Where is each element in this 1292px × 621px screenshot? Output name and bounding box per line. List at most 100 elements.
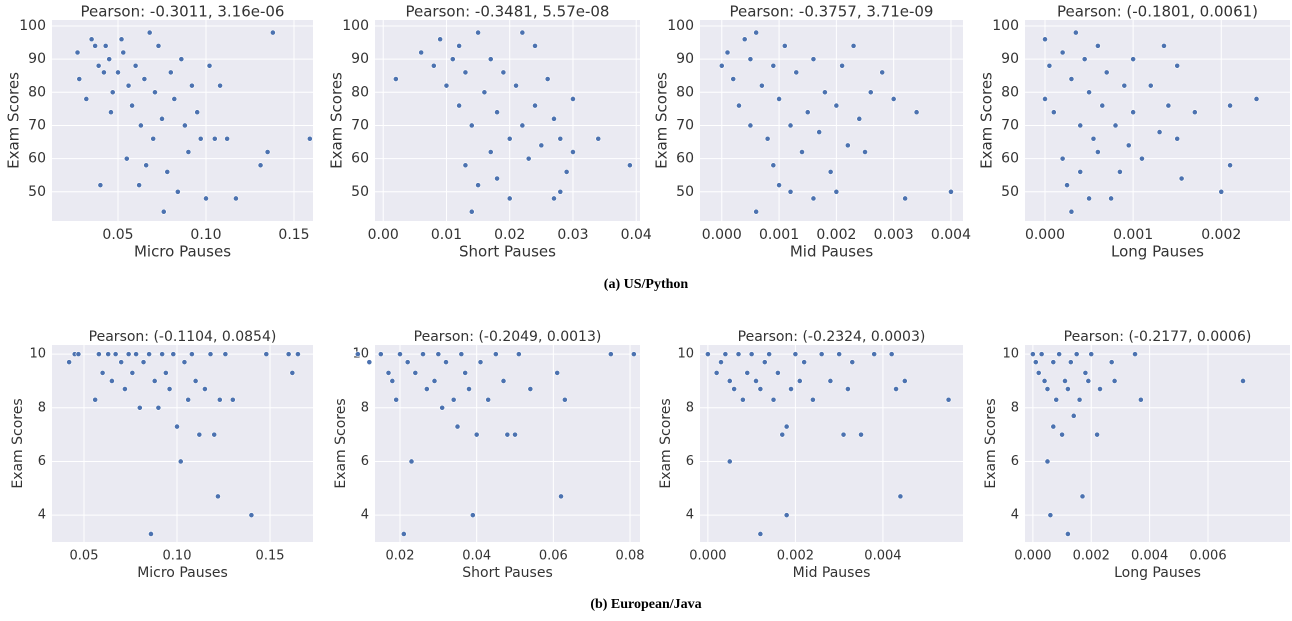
point bbox=[595, 135, 602, 142]
x-axis-label: Mid Pauses bbox=[790, 243, 874, 261]
point bbox=[527, 386, 534, 392]
point bbox=[66, 359, 73, 366]
x-tick-label: 0.05 bbox=[70, 549, 99, 564]
point bbox=[730, 76, 737, 82]
point bbox=[736, 102, 742, 109]
point bbox=[88, 36, 95, 43]
point bbox=[450, 396, 457, 403]
y-tick-label: 80 bbox=[676, 84, 694, 100]
point bbox=[1050, 359, 1057, 366]
point bbox=[1059, 431, 1065, 438]
x-tick-label: 0.04 bbox=[621, 227, 652, 243]
point bbox=[1099, 102, 1106, 109]
panel: Pearson: (-0.2324, 0.0003) 0.000 0.002 0.00… bbox=[658, 329, 963, 581]
point bbox=[155, 42, 162, 49]
point bbox=[171, 96, 178, 102]
point bbox=[217, 82, 223, 89]
point bbox=[211, 431, 218, 438]
point bbox=[557, 135, 564, 142]
point bbox=[844, 142, 851, 149]
plot-area bbox=[1025, 345, 1290, 542]
x-tick-label: 0.01 bbox=[431, 227, 462, 243]
x-axis-label: Micro Pauses bbox=[134, 243, 231, 261]
point bbox=[519, 122, 526, 129]
point bbox=[867, 89, 874, 96]
point bbox=[141, 76, 148, 82]
y-tick-label: 70 bbox=[351, 117, 369, 133]
y-tick-label: 8 bbox=[38, 400, 46, 415]
point bbox=[167, 69, 174, 76]
point bbox=[781, 42, 788, 49]
point bbox=[776, 182, 782, 189]
point bbox=[146, 29, 153, 36]
point bbox=[1108, 359, 1115, 366]
point bbox=[477, 359, 484, 366]
point bbox=[1147, 82, 1154, 89]
point bbox=[143, 162, 150, 169]
point bbox=[753, 378, 759, 384]
point bbox=[123, 155, 130, 162]
plot-area bbox=[700, 345, 963, 542]
point bbox=[557, 188, 564, 195]
point bbox=[1227, 162, 1233, 169]
point bbox=[181, 122, 188, 129]
point bbox=[120, 49, 127, 56]
point bbox=[741, 36, 748, 43]
point bbox=[558, 493, 564, 500]
point bbox=[140, 359, 147, 366]
point bbox=[1050, 423, 1057, 430]
point bbox=[430, 62, 437, 69]
point bbox=[1253, 96, 1260, 102]
point bbox=[1077, 122, 1084, 129]
point bbox=[1032, 359, 1039, 366]
point bbox=[389, 378, 396, 384]
point bbox=[1137, 396, 1144, 403]
point bbox=[630, 351, 637, 358]
point bbox=[118, 359, 125, 366]
point bbox=[129, 102, 135, 109]
x-tick-label: 0.02 bbox=[386, 549, 415, 564]
x-tick-label: 0.003 bbox=[874, 227, 914, 243]
x-axis-label: Long Pauses bbox=[1111, 243, 1204, 261]
point bbox=[385, 370, 392, 376]
point bbox=[731, 386, 738, 392]
point bbox=[192, 378, 199, 384]
point bbox=[211, 135, 218, 142]
x-axis-label: Long Pauses bbox=[1114, 565, 1201, 581]
point bbox=[1059, 49, 1066, 56]
point bbox=[713, 370, 720, 376]
point bbox=[818, 351, 825, 358]
point bbox=[1165, 102, 1172, 109]
point bbox=[787, 188, 794, 195]
point bbox=[1125, 142, 1132, 149]
y-axis-label: Exam Scores bbox=[333, 398, 349, 488]
point bbox=[132, 62, 139, 69]
chart-title: Pearson: (-0.2049, 0.0013) bbox=[414, 329, 602, 345]
point bbox=[115, 69, 121, 76]
point bbox=[1062, 378, 1068, 384]
point bbox=[570, 149, 576, 155]
point bbox=[289, 370, 296, 376]
point bbox=[75, 351, 82, 358]
point bbox=[726, 458, 733, 465]
y-tick-label: 100 bbox=[342, 18, 369, 34]
point bbox=[133, 351, 139, 358]
point bbox=[178, 56, 185, 63]
point bbox=[1059, 155, 1066, 162]
point bbox=[189, 82, 195, 89]
point bbox=[264, 149, 271, 155]
x-tick-label: 0.004 bbox=[1131, 549, 1168, 564]
y-tick-label: 100 bbox=[19, 18, 46, 34]
point bbox=[561, 396, 568, 403]
y-axis-label: Exam Scores bbox=[5, 72, 23, 169]
x-tick-label: 0.000 bbox=[689, 549, 726, 564]
point bbox=[833, 188, 840, 195]
point bbox=[475, 29, 481, 36]
x-tick-label: 0.03 bbox=[557, 227, 588, 243]
point bbox=[799, 149, 805, 155]
point bbox=[758, 82, 765, 89]
point bbox=[466, 386, 472, 392]
x-tick-label: 0.04 bbox=[462, 549, 491, 564]
chart-title: Pearson: (-0.2177, 0.0006) bbox=[1064, 329, 1252, 345]
